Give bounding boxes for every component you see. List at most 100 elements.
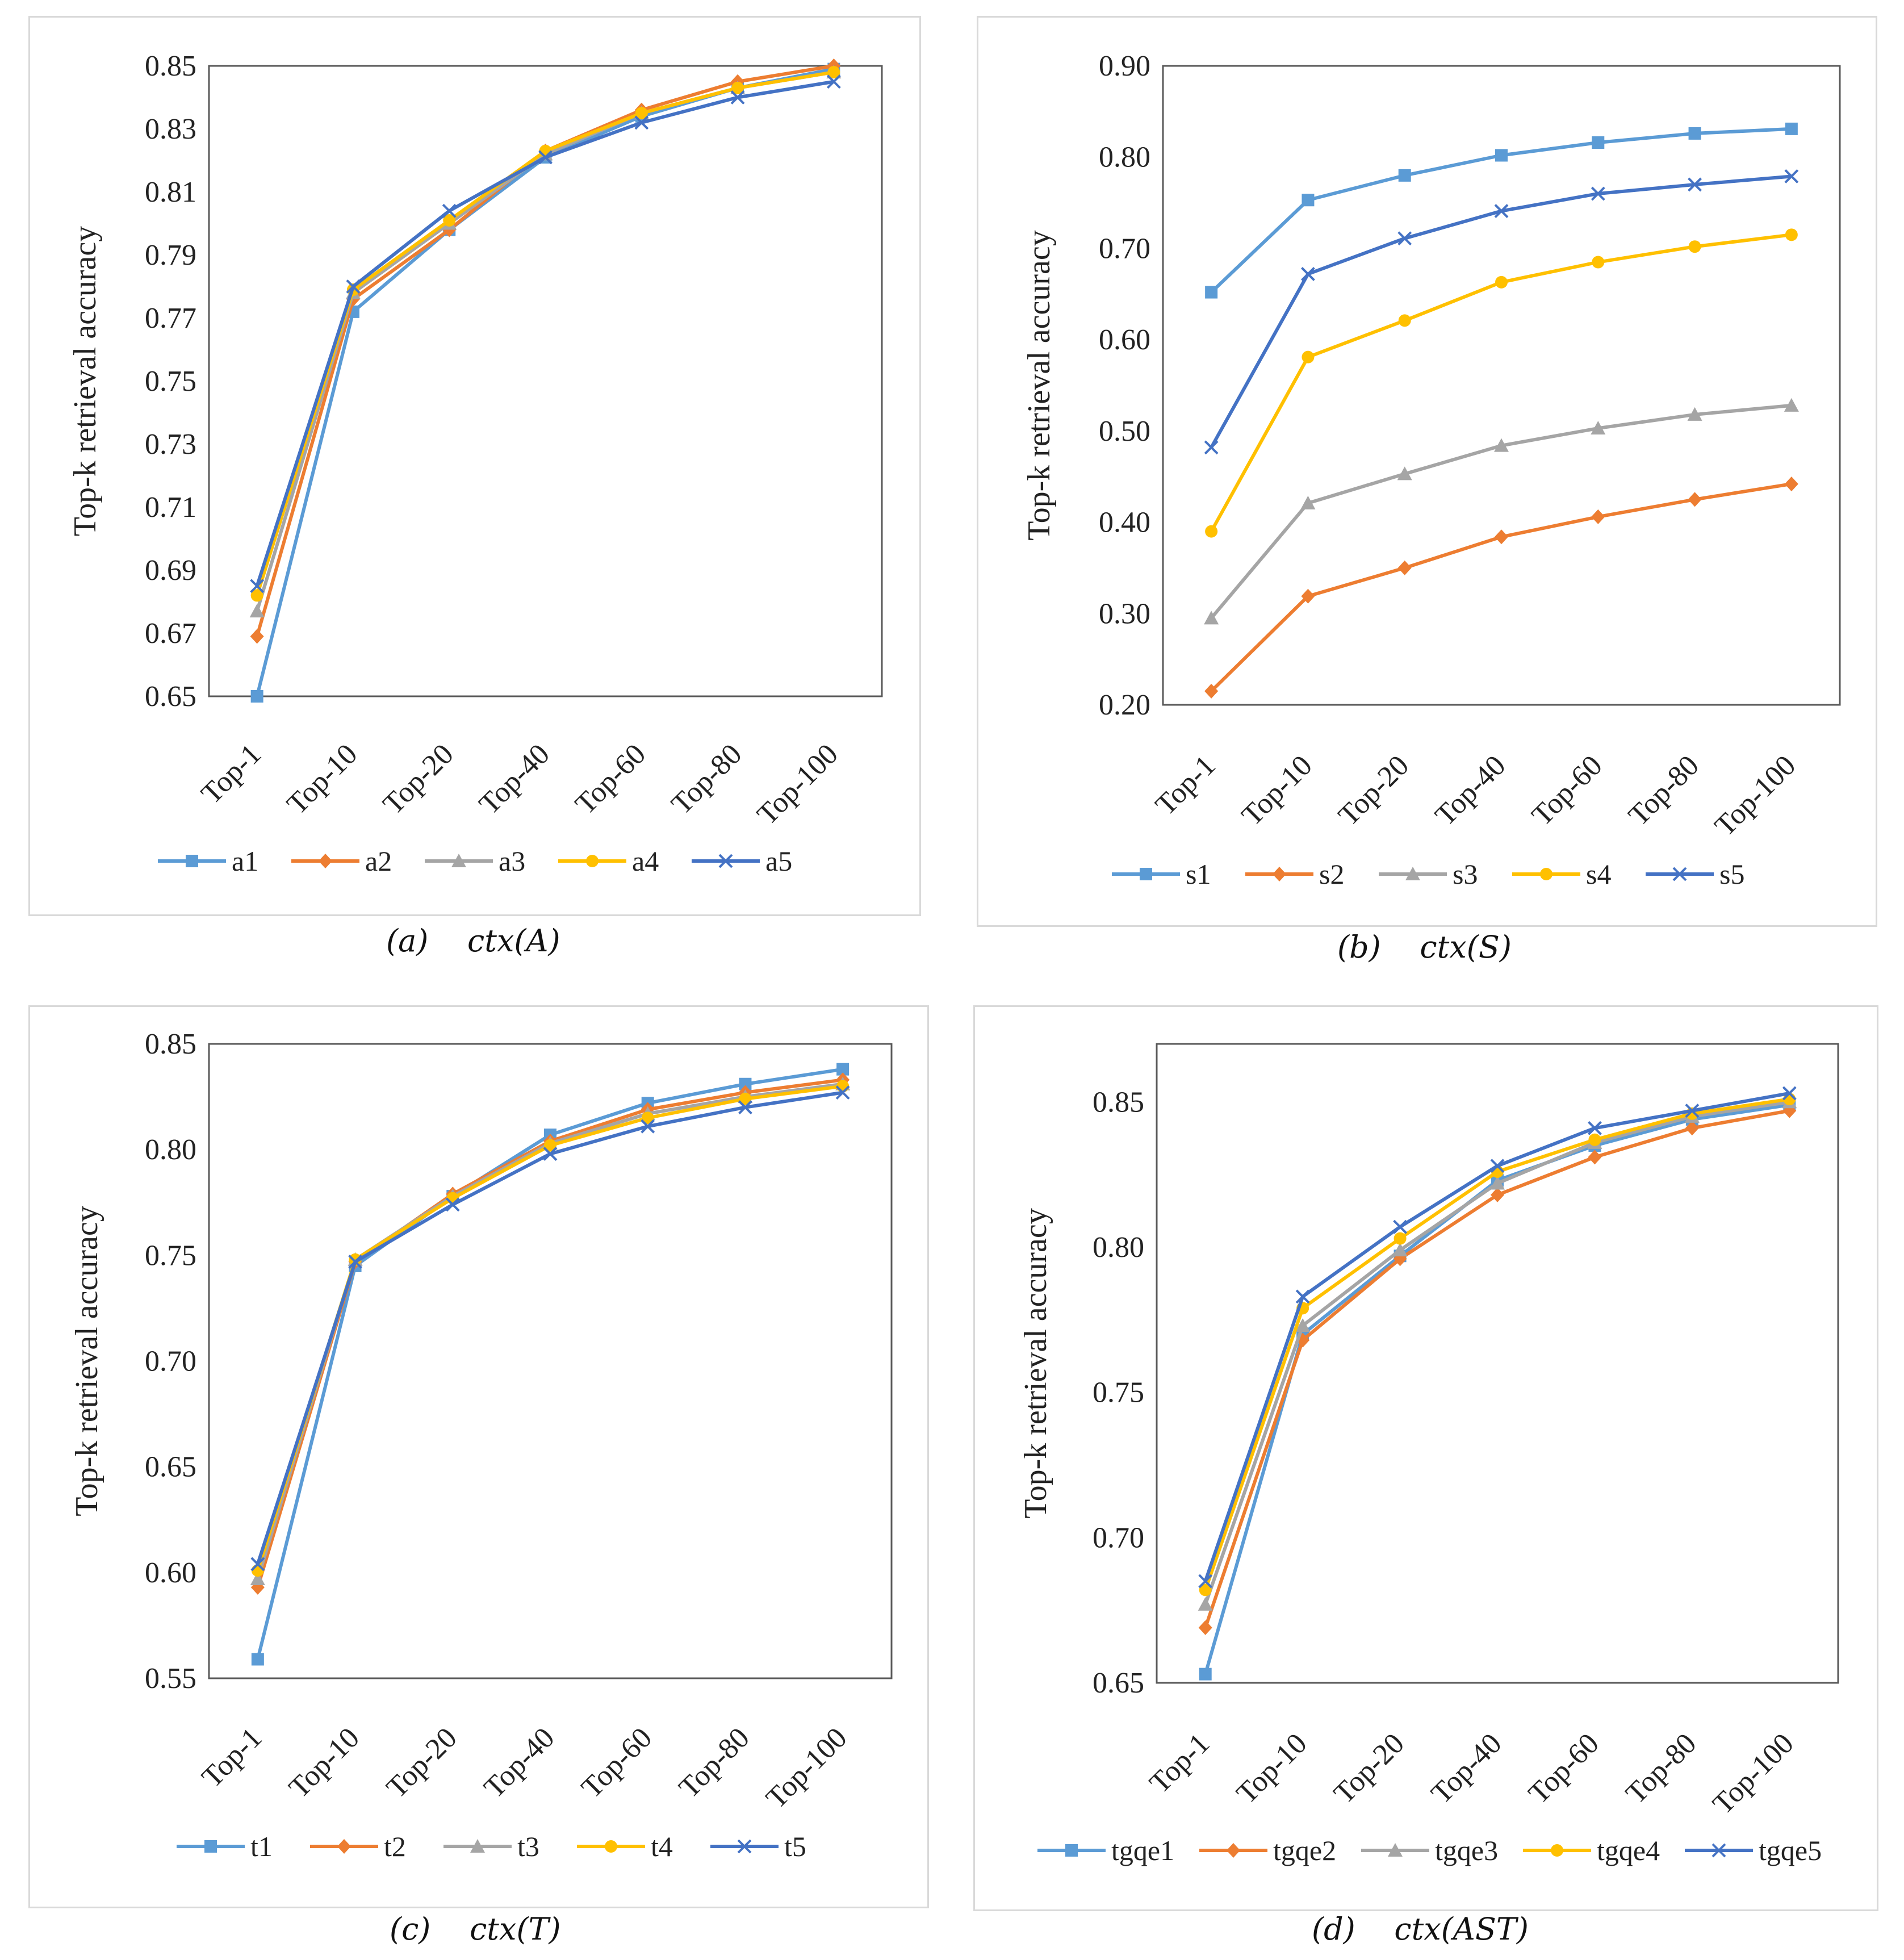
legend-label-s1: s1 — [1186, 858, 1211, 890]
legend-item-t3: t3 — [443, 1831, 539, 1862]
legend-item-tgqe2: tgqe2 — [1199, 1834, 1336, 1866]
point-s2-0 — [1204, 683, 1219, 699]
x-tick-a-5: Top-80 — [666, 738, 748, 821]
point-a5-4-stroke-2 — [634, 115, 649, 130]
point-s1-2 — [1398, 169, 1411, 182]
legend-marker-s5 — [1672, 867, 1687, 881]
legend-item-s5: s5 — [1646, 858, 1744, 890]
x-tick-a-6: Top-100 — [751, 738, 844, 831]
point-a5-6 — [826, 74, 841, 89]
point-tgqe5-6-stroke-2 — [1782, 1086, 1797, 1101]
legend-marker-tgqe2 — [1227, 1843, 1240, 1858]
caption-b: (b) ctx(S) — [1337, 929, 1512, 965]
legend-label-tgqe3: tgqe3 — [1435, 1834, 1498, 1866]
y-tick-b-0: 0.20 — [1099, 689, 1150, 721]
series-s3 — [1204, 398, 1799, 625]
caption-b-ctx: ctx — [1420, 929, 1467, 965]
point-t5-5 — [738, 1100, 752, 1115]
point-s1-0 — [1205, 286, 1218, 299]
series-line-t5 — [256, 1090, 843, 1565]
caption-c-label: (c) — [390, 1911, 431, 1947]
point-s3-2 — [1397, 466, 1412, 480]
point-s5-2-stroke-2 — [1397, 231, 1412, 246]
plot-area-c — [208, 1043, 893, 1679]
legend-label-s4: s4 — [1586, 858, 1611, 890]
y-tick-b-7: 0.90 — [1099, 50, 1150, 82]
series-line-t1 — [256, 1067, 843, 1660]
point-a4-6 — [827, 66, 840, 79]
point-s4-4 — [1592, 256, 1605, 269]
point-t5-0 — [250, 1557, 265, 1572]
legend-marker-a5 — [718, 854, 733, 868]
y-tick-d-2: 0.75 — [1093, 1377, 1144, 1409]
legend-item-s1: s1 — [1112, 858, 1211, 890]
legend-marker-tgqe1 — [1065, 1844, 1078, 1857]
point-t4-3 — [544, 1139, 556, 1152]
point-t4-5 — [739, 1092, 752, 1105]
point-a5-4 — [634, 115, 649, 130]
x-tick-a-1: Top-10 — [281, 738, 363, 821]
y-tick-d-0: 0.65 — [1093, 1667, 1144, 1699]
point-tgqe5-2 — [1393, 1219, 1407, 1234]
point-tgqe4-2 — [1394, 1232, 1407, 1245]
legend-label-a4: a4 — [632, 845, 659, 877]
y-tick-d-1: 0.70 — [1093, 1522, 1144, 1554]
legend-marker-s5-stroke-2 — [1672, 867, 1687, 881]
x-tick-d-5: Top-80 — [1620, 1727, 1702, 1810]
legend-label-t1: t1 — [250, 1831, 273, 1862]
x-tick-d-0: Top-1 — [1144, 1727, 1216, 1800]
point-tgqe5-6 — [1782, 1086, 1797, 1101]
point-t1-6 — [836, 1063, 850, 1076]
y-tick-a-6: 0.77 — [145, 302, 196, 335]
point-s3-3 — [1494, 438, 1509, 452]
point-tgqe5-3 — [1490, 1159, 1505, 1173]
y-tick-c-2: 0.65 — [145, 1451, 196, 1483]
point-t5-2-stroke-2 — [445, 1197, 460, 1212]
point-a4-4 — [635, 107, 648, 120]
legend-label-t4: t4 — [651, 1831, 673, 1862]
point-a5-3-stroke-2 — [538, 150, 553, 165]
series-line-t4 — [256, 1084, 843, 1572]
y-tick-c-3: 0.70 — [145, 1345, 196, 1378]
legend-marker-t5-stroke-2 — [737, 1839, 752, 1854]
x-tick-a-0: Top-1 — [195, 738, 268, 810]
point-tgqe5-3-stroke-2 — [1490, 1159, 1505, 1173]
caption-c-ctx: ctx — [470, 1911, 517, 1947]
x-tick-c-4: Top-60 — [575, 1721, 658, 1804]
series-s5 — [1204, 169, 1799, 455]
point-s5-3-stroke-2 — [1494, 204, 1509, 218]
y-tick-b-1: 0.30 — [1099, 597, 1150, 630]
x-tick-b-6: Top-100 — [1709, 749, 1802, 842]
legend-item-a1: a1 — [158, 845, 258, 877]
point-s5-5 — [1688, 177, 1702, 192]
y-tick-a-3: 0.71 — [145, 491, 196, 524]
series-t5 — [250, 1085, 850, 1572]
legend-item-a4: a4 — [558, 845, 659, 877]
y-tick-c-5: 0.80 — [145, 1134, 196, 1166]
x-tick-b-4: Top-60 — [1526, 749, 1609, 832]
point-t5-6-stroke-2 — [835, 1085, 850, 1100]
caption-d: (d) ctx(AST) — [1312, 1911, 1529, 1947]
series-line-s5 — [1210, 174, 1792, 449]
point-s4-1 — [1302, 350, 1315, 363]
point-s2-1 — [1301, 588, 1315, 604]
point-a5-0 — [250, 579, 265, 594]
x-tick-d-3: Top-40 — [1425, 1727, 1508, 1810]
legend-label-t3: t3 — [517, 1831, 539, 1862]
legend-item-a5: a5 — [692, 845, 792, 877]
y-tick-b-6: 0.80 — [1099, 141, 1150, 174]
x-tick-b-0: Top-1 — [1149, 749, 1222, 822]
point-a5-1 — [346, 279, 361, 294]
legend-item-a3: a3 — [425, 845, 525, 877]
chart-panel-c: 0.55 0.60 0.65 0.70 0.75 0.80 0.85 Top-1 Top-10 T… — [28, 1005, 929, 1908]
x-tick-c-3: Top-40 — [478, 1721, 561, 1804]
point-a5-0-stroke-2 — [250, 579, 265, 594]
point-t3-0 — [250, 1572, 265, 1586]
series-s2 — [1204, 477, 1798, 699]
plot-area-a — [208, 65, 883, 697]
point-s2-5 — [1688, 492, 1702, 507]
legend-marker-s4 — [1540, 868, 1553, 880]
x-tick-c-1: Top-10 — [283, 1721, 366, 1804]
